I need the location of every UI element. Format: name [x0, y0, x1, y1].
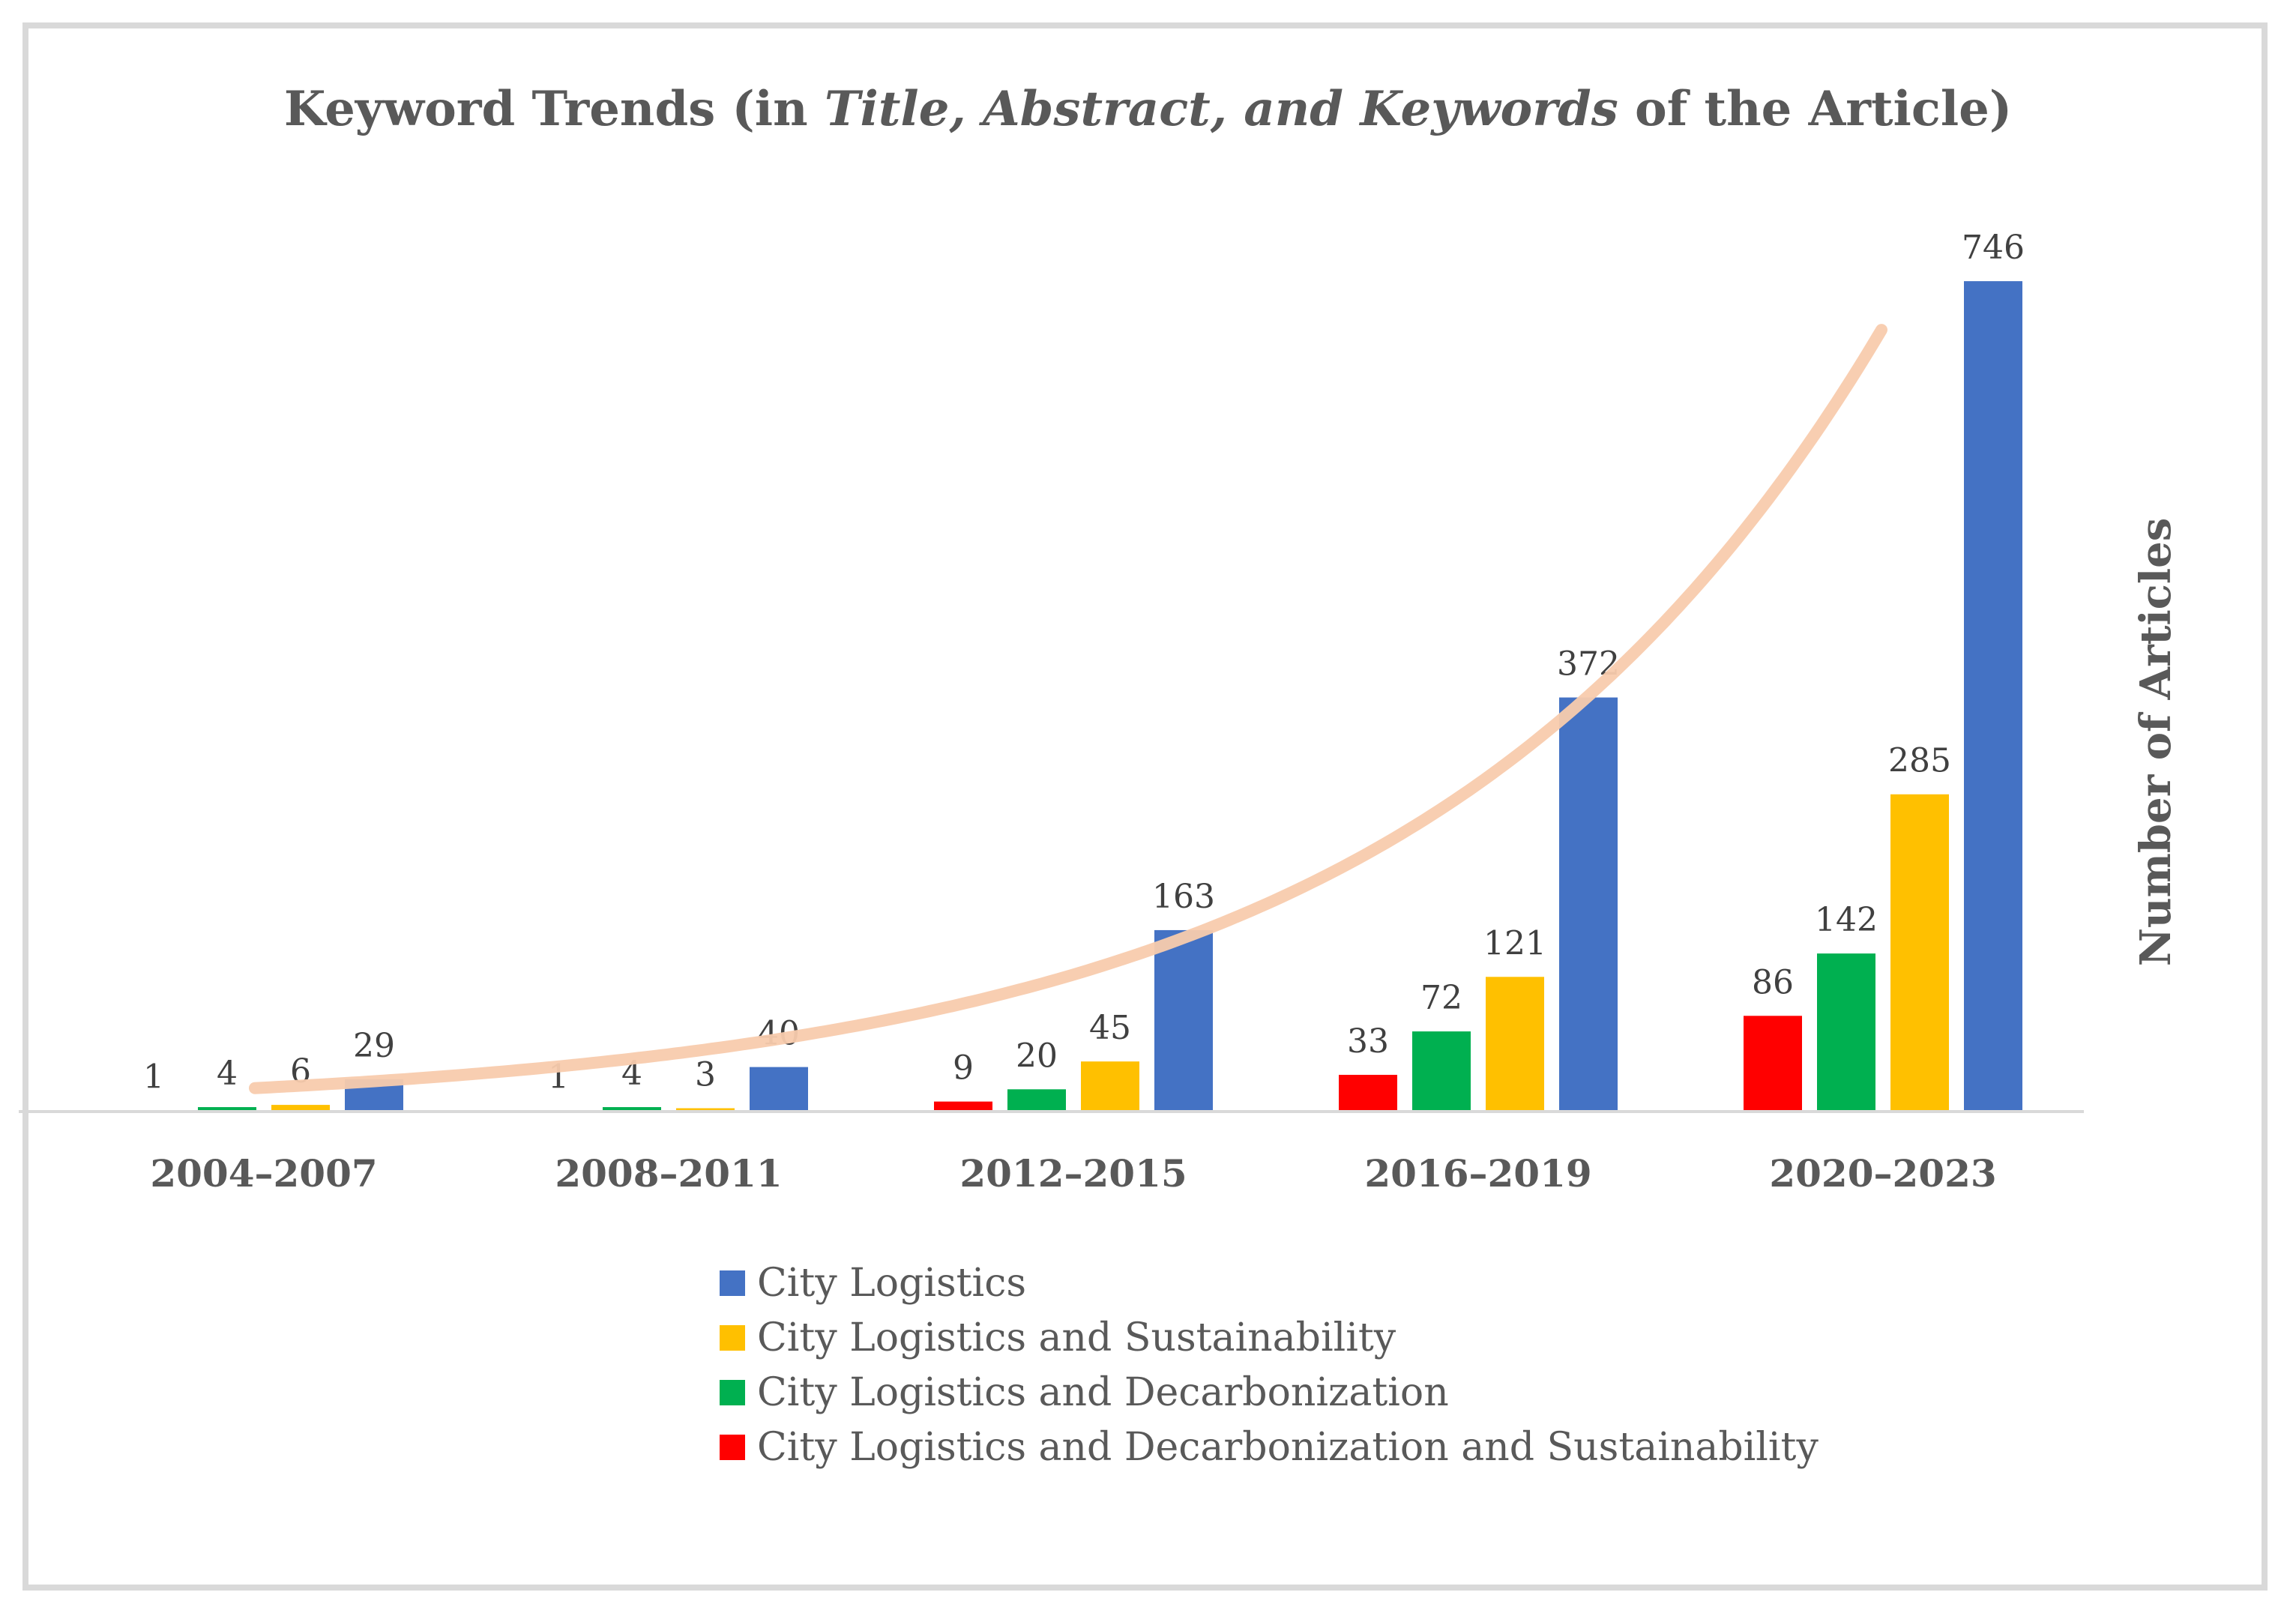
data-label-3-2: 163 [1152, 878, 1215, 916]
y-axis-title: Number of Articles [2131, 518, 2181, 967]
data-label-1-3: 72 [1420, 979, 1462, 1017]
data-label-2-2: 45 [1089, 1009, 1131, 1047]
data-label-0-0: 1 [143, 1058, 164, 1097]
x-tick-label-3: 2016–2019 [1364, 1151, 1591, 1196]
legend-swatch-1 [720, 1324, 745, 1351]
legend-swatch-3 [720, 1434, 745, 1460]
bar-1-4 [1817, 953, 1875, 1112]
bar-2-0 [271, 1105, 330, 1112]
data-label-0-3: 33 [1347, 1022, 1389, 1061]
data-label-1-2: 20 [1016, 1037, 1058, 1075]
legend-label-3: City Logistics and Decarbonization and S… [757, 1424, 1819, 1470]
bar-1-1 [603, 1107, 661, 1112]
data-label-2-3: 121 [1483, 924, 1546, 962]
data-label-3-0: 29 [353, 1027, 395, 1065]
bar-2-4 [1890, 794, 1949, 1112]
bar-0-4 [1744, 1016, 1802, 1112]
legend-item-1: City Logistics and Sustainability [720, 1310, 1819, 1365]
bar-3-2 [1154, 929, 1213, 1112]
data-label-2-1: 3 [695, 1056, 716, 1094]
legend-label-1: City Logistics and Sustainability [757, 1315, 1396, 1360]
bar-1-2 [1007, 1089, 1066, 1112]
chart-title-italic: Title, Abstract, and Keywords [824, 81, 1618, 137]
legend: City Logistics City Logistics and Sustain… [720, 1255, 1819, 1474]
legend-item-0: City Logistics [720, 1255, 1819, 1310]
legend-item-2: City Logistics and Decarbonization [720, 1365, 1819, 1420]
bar-2-1 [676, 1108, 735, 1112]
bar-1-0 [198, 1107, 256, 1112]
legend-label-0: City Logistics [757, 1260, 1026, 1306]
trendline [249, 324, 1887, 1094]
x-tick-label-1: 2008–2011 [555, 1151, 782, 1196]
data-label-1-0: 4 [217, 1055, 238, 1093]
legend-label-2: City Logistics and Decarbonization [757, 1369, 1449, 1415]
legend-swatch-2 [720, 1379, 745, 1405]
bar-2-3 [1486, 977, 1544, 1112]
legend-item-3: City Logistics and Decarbonization and S… [720, 1420, 1819, 1474]
bar-3-4 [1964, 281, 2022, 1112]
bar-3-1 [750, 1067, 808, 1112]
legend-swatch-0 [720, 1270, 745, 1296]
chart-title: Keyword Trends (in Title, Abstract, and … [0, 81, 2296, 137]
bar-3-3 [1559, 697, 1618, 1112]
bar-1-3 [1412, 1031, 1471, 1112]
bar-0-2 [934, 1101, 992, 1112]
x-tick-label-2: 2012–2015 [959, 1151, 1187, 1196]
x-tick-label-4: 2020–2023 [1769, 1151, 1996, 1196]
bar-2-2 [1081, 1061, 1139, 1112]
chart-title-suffix: of the Article) [1618, 81, 2013, 137]
data-label-1-4: 142 [1815, 901, 1878, 939]
x-tick-label-0: 2004–2007 [150, 1151, 377, 1196]
data-label-3-4: 746 [1962, 229, 2025, 267]
chart-title-prefix: Keyword Trends (in [283, 81, 825, 137]
bar-0-3 [1339, 1074, 1397, 1112]
data-label-0-2: 9 [953, 1049, 974, 1088]
data-label-2-4: 285 [1888, 742, 1951, 780]
data-label-0-4: 86 [1752, 963, 1794, 1001]
